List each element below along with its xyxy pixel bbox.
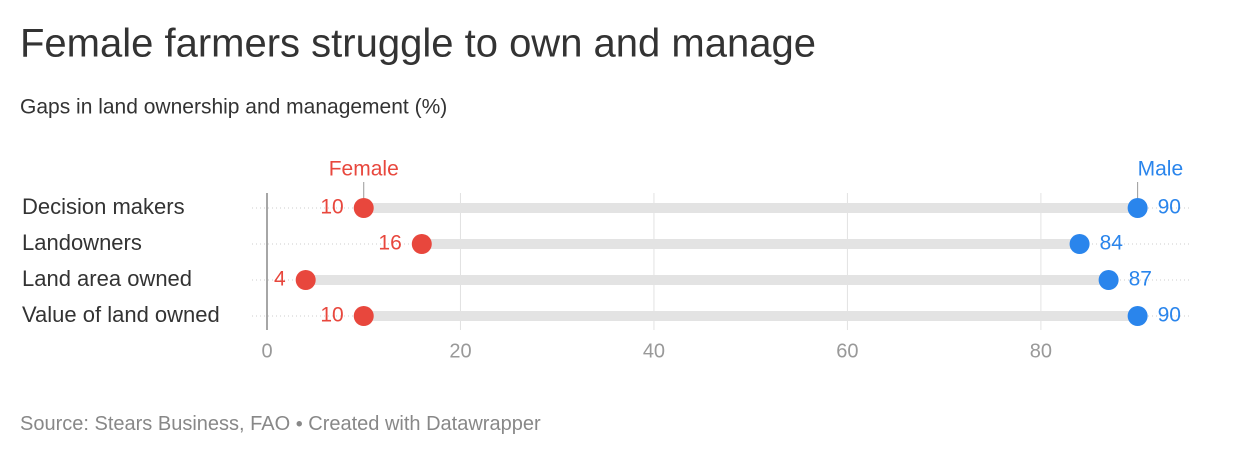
chart-subtitle: Gaps in land ownership and management (%…	[20, 96, 447, 119]
x-tick-label: 60	[836, 340, 858, 362]
female-dot	[353, 306, 374, 326]
x-tick-label: 20	[449, 340, 471, 362]
footer: Source: Stears Business, FAO • Created w…	[20, 413, 541, 435]
male-dot	[1098, 270, 1119, 290]
x-tick-label: 0	[261, 340, 272, 362]
x-tick-label: 40	[643, 340, 665, 362]
legend-label: Female	[329, 158, 399, 181]
value-label: 90	[1158, 196, 1181, 219]
value-label: 4	[274, 268, 286, 291]
legend-label: Male	[1138, 158, 1184, 181]
male-dot	[1127, 306, 1148, 326]
female-dot	[353, 198, 374, 218]
value-label: 87	[1129, 268, 1152, 291]
category-label: Land area owned	[22, 266, 192, 291]
x-tick-label: 80	[1030, 340, 1052, 362]
source: Stears Business, FAO	[95, 413, 291, 435]
credit: Created with Datawrapper	[308, 413, 541, 435]
category-label: Landowners	[22, 230, 142, 255]
male-dot	[1127, 198, 1148, 218]
male-dot	[1069, 234, 1090, 254]
category-label: Decision makers	[22, 194, 185, 219]
value-label: 16	[378, 232, 401, 255]
chart-title: Female farmers struggle to own and manag…	[20, 22, 816, 66]
value-label: 90	[1158, 304, 1181, 327]
value-label: 84	[1100, 232, 1124, 255]
category-label: Value of land owned	[22, 302, 220, 327]
value-label: 10	[320, 304, 343, 327]
source-label: Source:	[20, 413, 89, 435]
female-dot	[411, 234, 432, 254]
female-dot	[295, 270, 316, 290]
value-label: 10	[320, 196, 343, 219]
